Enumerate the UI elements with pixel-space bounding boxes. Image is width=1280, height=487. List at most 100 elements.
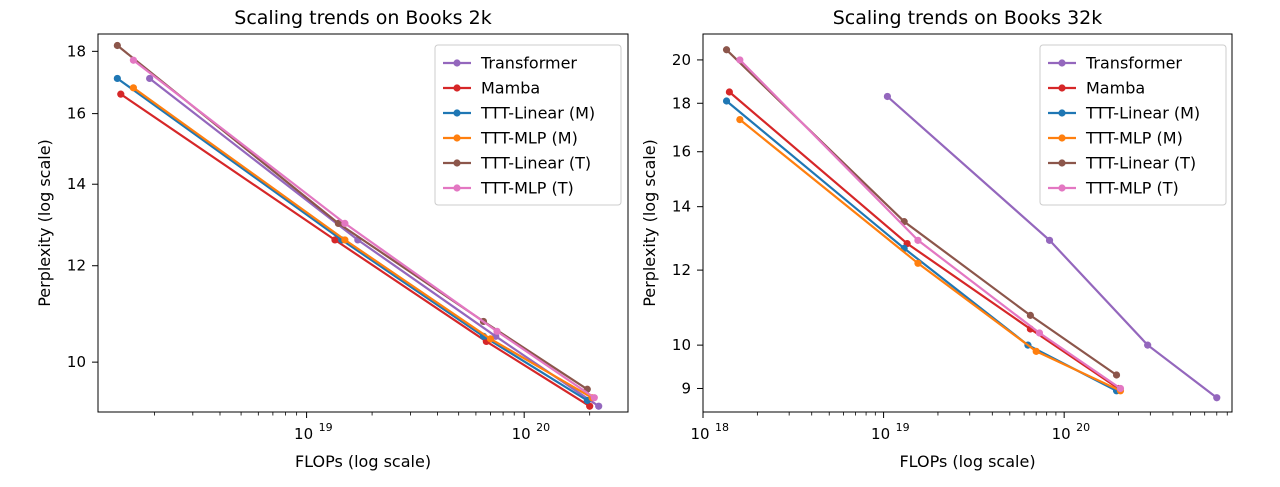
y-tick-label: 20	[672, 51, 691, 69]
legend-label: Transformer	[480, 54, 577, 73]
legend-label: TTT-MLP (T)	[480, 179, 574, 198]
y-tick-label: 18	[672, 94, 691, 112]
legend-swatch-marker	[1058, 59, 1066, 67]
data-point	[117, 90, 125, 98]
series-line	[132, 59, 595, 399]
data-point	[595, 402, 603, 410]
series-mamba	[725, 88, 1123, 393]
data-point	[334, 219, 342, 228]
chart-panel-1: Scaling trends on Books 2k 10 19 10 20 10 12 14…	[35, 7, 629, 471]
data-point	[113, 74, 121, 83]
plot-frame	[702, 33, 1233, 413]
data-point	[722, 46, 731, 54]
data-point	[586, 402, 594, 410]
data-point	[722, 97, 731, 105]
data-point	[1213, 394, 1221, 402]
series-line	[739, 59, 1122, 390]
y-axis-label: Perplexity (log scale)	[35, 139, 54, 307]
series-ttt-mlp-t	[736, 56, 1125, 393]
legend-swatch-marker	[1058, 184, 1066, 192]
series-transformer	[883, 92, 1221, 402]
x-tick-label: 10	[1052, 425, 1071, 443]
legend-swatch-marker	[453, 84, 461, 92]
y-tick-label: 14	[67, 175, 86, 193]
data-point	[113, 41, 121, 50]
legend-swatch-marker	[1058, 159, 1066, 167]
data-point	[146, 74, 154, 83]
data-point	[725, 88, 733, 96]
data-point	[914, 259, 922, 267]
legend-swatch-marker	[1058, 109, 1066, 117]
x-tick-exponent: 20	[1076, 421, 1090, 434]
series-line	[120, 93, 591, 408]
x-axis-label: FLOPs (log scale)	[295, 452, 431, 471]
legend-label: TTT-Linear (M)	[1085, 104, 1200, 123]
chart-panel-2: Scaling trends on Books 32k 10 18 10 19 10 20 9…	[640, 7, 1233, 471]
data-point	[883, 92, 892, 101]
data-point	[331, 236, 339, 244]
chart-title: Scaling trends on Books 2k	[234, 7, 491, 29]
data-point	[736, 56, 744, 64]
plot-frame	[97, 33, 629, 413]
legend-label: TTT-Linear (M)	[480, 104, 595, 123]
data-point	[341, 219, 349, 228]
legend-label: Mamba	[481, 79, 540, 98]
legend-swatch-marker	[453, 159, 461, 167]
x-tick-label: 10	[512, 425, 531, 443]
legend-swatch-marker	[453, 134, 461, 142]
series-line	[116, 77, 588, 402]
legend: Transformer Mamba TTT-Linear (M) TTT-MLP (M…	[1039, 44, 1227, 206]
legend-label: TTT-MLP (M)	[480, 129, 578, 148]
y-axis-label: Perplexity (log scale)	[640, 139, 659, 307]
legend-label: Transformer	[1085, 54, 1182, 73]
data-point	[341, 236, 349, 244]
x-tick-exponent: 19	[319, 421, 333, 434]
y-tick-label: 16	[67, 105, 86, 123]
series-line	[728, 91, 1120, 390]
data-point	[486, 335, 495, 343]
data-point	[1026, 311, 1034, 319]
data-point	[129, 56, 138, 64]
x-tick-label: 10	[871, 425, 890, 443]
y-tick-label: 12	[67, 257, 86, 275]
legend-swatch-marker	[453, 109, 461, 117]
legend-frame	[1039, 44, 1227, 206]
data-point	[129, 84, 138, 92]
data-point	[914, 236, 922, 244]
legend-label: TTT-MLP (M)	[1085, 129, 1183, 148]
data-point	[590, 394, 598, 402]
legend-swatch-marker	[1058, 134, 1066, 142]
chart-title: Scaling trends on Books 32k	[833, 7, 1103, 29]
legend-swatch-marker	[453, 59, 461, 67]
data-point	[493, 327, 501, 335]
y-tick-label: 9	[681, 379, 691, 397]
x-axis-label: FLOPs (log scale)	[899, 452, 1035, 471]
y-tick-label: 10	[67, 353, 86, 371]
series-line	[739, 118, 1121, 392]
y-tick-label: 12	[672, 261, 691, 279]
y-tick-label: 18	[67, 42, 86, 60]
series-line	[132, 86, 593, 399]
x-tick-label: 10	[690, 425, 709, 443]
x-tick-exponent: 19	[896, 421, 910, 434]
series-ttt-mlp-t	[129, 56, 598, 402]
legend: Transformer Mamba TTT-Linear (M) TTT-MLP (M…	[434, 44, 622, 206]
x-tick-exponent: 18	[715, 421, 729, 434]
series-ttt-linear-m	[113, 74, 591, 405]
legend-label: TTT-Linear (T)	[480, 154, 591, 173]
data-point	[1045, 236, 1054, 244]
y-tick-label: 14	[672, 198, 691, 216]
legend-swatch-marker	[1058, 84, 1066, 92]
legend-label: Mamba	[1086, 79, 1145, 98]
x-tick-label: 10	[294, 425, 313, 443]
legend-label: TTT-MLP (T)	[1085, 179, 1179, 198]
data-point	[1112, 371, 1121, 379]
legend-label: TTT-Linear (T)	[1085, 154, 1196, 173]
series-line	[886, 95, 1218, 399]
legend-frame	[434, 44, 622, 206]
data-point	[1032, 347, 1040, 355]
x-tick-exponent: 20	[536, 421, 550, 434]
y-tick-label: 16	[672, 143, 691, 161]
y-tick-label: 10	[672, 336, 691, 354]
